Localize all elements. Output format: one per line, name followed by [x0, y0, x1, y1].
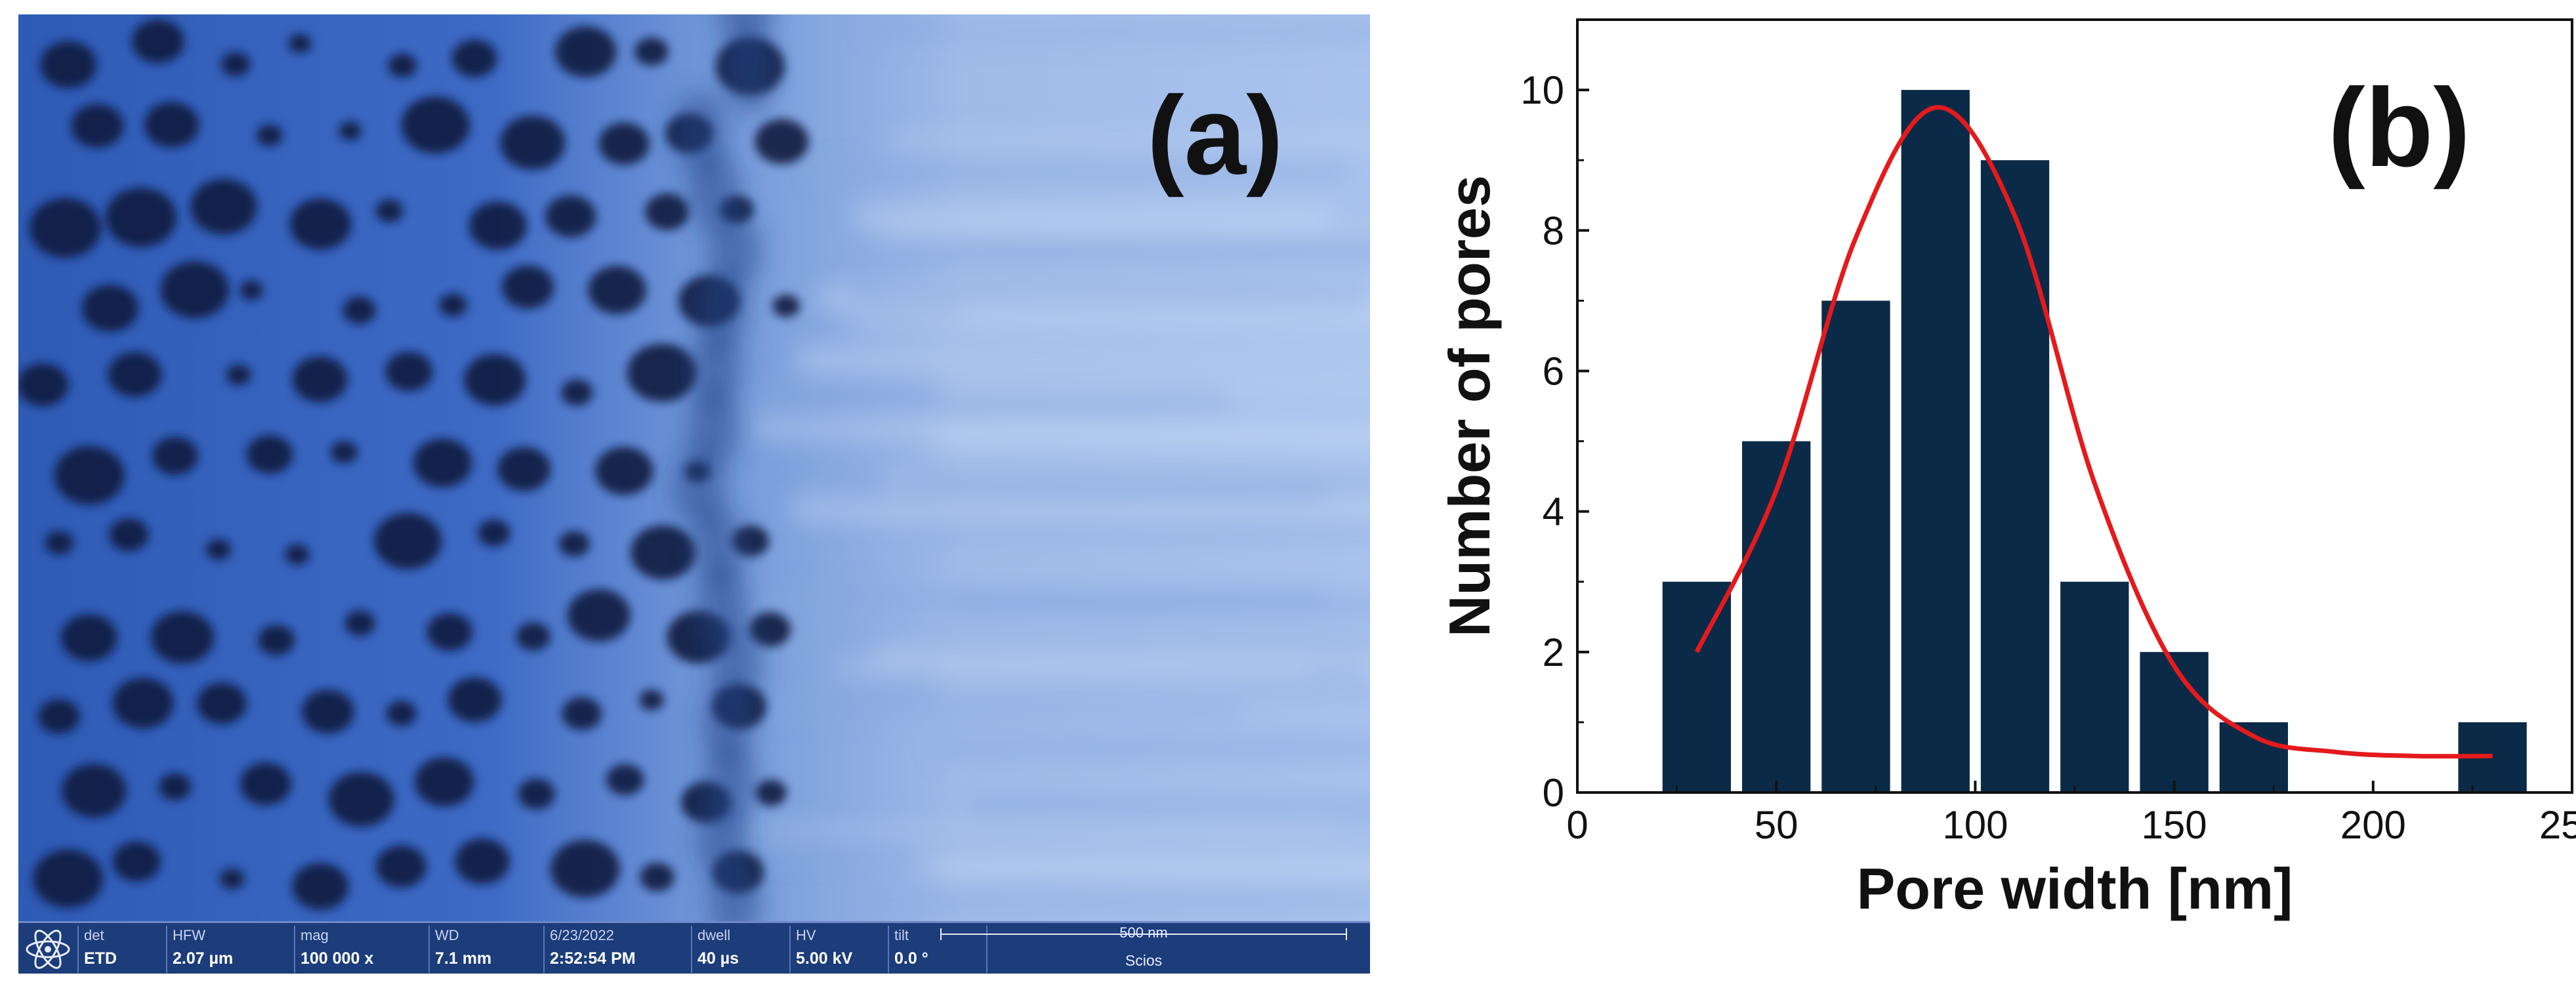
info-field-value: 2:52:54 PM: [550, 949, 636, 968]
x-tick-label: 200: [2340, 803, 2406, 847]
x-tick-label: 250: [2539, 803, 2576, 847]
panel-label-a: (a): [1147, 73, 1283, 198]
histogram-bar: [2219, 722, 2289, 792]
histogram-bar: [1742, 441, 1811, 792]
info-field: HV 5.00 kV: [791, 923, 889, 974]
y-tick-label: 8: [1543, 209, 1564, 253]
scale-bar-cell: 500 nm Scios: [927, 923, 1360, 974]
info-field-key: det: [84, 927, 104, 943]
scale-bar: [940, 928, 1347, 940]
scale-bar-label: 500 nm: [1119, 924, 1168, 941]
x-tick-label: 0: [1566, 803, 1588, 847]
sem-boundary: [673, 14, 776, 921]
info-field: WD 7.1 mm: [430, 923, 545, 974]
info-separator: [77, 926, 79, 973]
info-field-key: HV: [796, 927, 816, 943]
info-field-value: 2.07 µm: [173, 949, 234, 968]
info-separator: [789, 926, 791, 973]
x-tick-label: 100: [1942, 803, 2008, 847]
info-separator: [428, 926, 430, 973]
x-tick-label: 50: [1755, 803, 1798, 847]
x-tick-label: 150: [2142, 803, 2207, 847]
info-separator: [888, 926, 889, 973]
info-field-key: WD: [435, 927, 459, 943]
info-field-value: 0.0 °: [894, 949, 928, 968]
info-field-key: mag: [301, 927, 329, 943]
info-separator: [166, 926, 167, 973]
info-field-value: ETD: [84, 949, 117, 968]
panel-label-b: (b): [2328, 66, 2471, 190]
instrument-logo: [18, 923, 77, 974]
y-tick-label: 6: [1543, 349, 1564, 393]
histogram-panel: 0 50 100 150 200 250 0 2 4 6 8 10 Pore width [nm] Num…: [1391, 0, 2576, 988]
info-separator: [986, 926, 987, 973]
x-axis-title: Pore width [nm]: [1857, 856, 2293, 921]
sem-info-bar: det ETD HFW 2.07 µm mag 100 000 x WD 7.1 mm 6/23…: [18, 921, 1370, 974]
instrument-name: Scios: [1125, 952, 1163, 969]
info-field: det ETD: [79, 923, 167, 974]
gaussian-fit-line: [1694, 105, 2493, 759]
sem-micrograph: [18, 14, 1370, 921]
y-axis-title: Number of pores: [1437, 175, 1502, 637]
atom-logo-icon: [26, 930, 70, 969]
info-field: mag 100 000 x: [295, 923, 430, 974]
y-tick-label: 2: [1543, 630, 1564, 674]
sem-fibrous-region: [738, 14, 1370, 907]
y-tick-label: 0: [1543, 771, 1564, 815]
info-field-key: HFW: [173, 927, 206, 943]
info-field-value: 5.00 kV: [796, 949, 853, 968]
info-separator: [691, 926, 692, 973]
histogram-bar: [2060, 581, 2129, 792]
info-field-key: dwell: [697, 927, 731, 943]
histogram-bar: [2140, 651, 2209, 792]
pore-width-histogram: 0 50 100 150 200 250 0 2 4 6 8 10 Pore width [nm] Num…: [1437, 18, 2576, 921]
info-field-value: 40 µs: [697, 949, 739, 968]
info-field-key: tilt: [894, 927, 909, 943]
info-field: HFW 2.07 µm: [167, 923, 295, 974]
info-field: 6/23/2022 2:52:54 PM: [545, 923, 692, 974]
histogram-bar: [1980, 160, 2050, 792]
info-field: tilt 0.0 °: [889, 923, 987, 974]
histogram-bar: [1821, 300, 1890, 792]
y-tick-label: 4: [1543, 490, 1564, 534]
info-field: dwell 40 µs: [692, 923, 791, 974]
info-separator: [294, 926, 295, 973]
info-field-value: 7.1 mm: [435, 949, 492, 968]
histogram-bar: [1662, 581, 1732, 792]
info-separator: [543, 926, 545, 973]
info-field-value: 100 000 x: [301, 949, 374, 968]
y-tick-label: 10: [1520, 68, 1564, 112]
histogram-bar: [1901, 90, 1970, 792]
info-field-key: 6/23/2022: [550, 927, 614, 943]
sem-image-panel: (a) det ETD HFW 2.07 µm mag 100 000 x WD 7.1 mm…: [18, 14, 1370, 974]
